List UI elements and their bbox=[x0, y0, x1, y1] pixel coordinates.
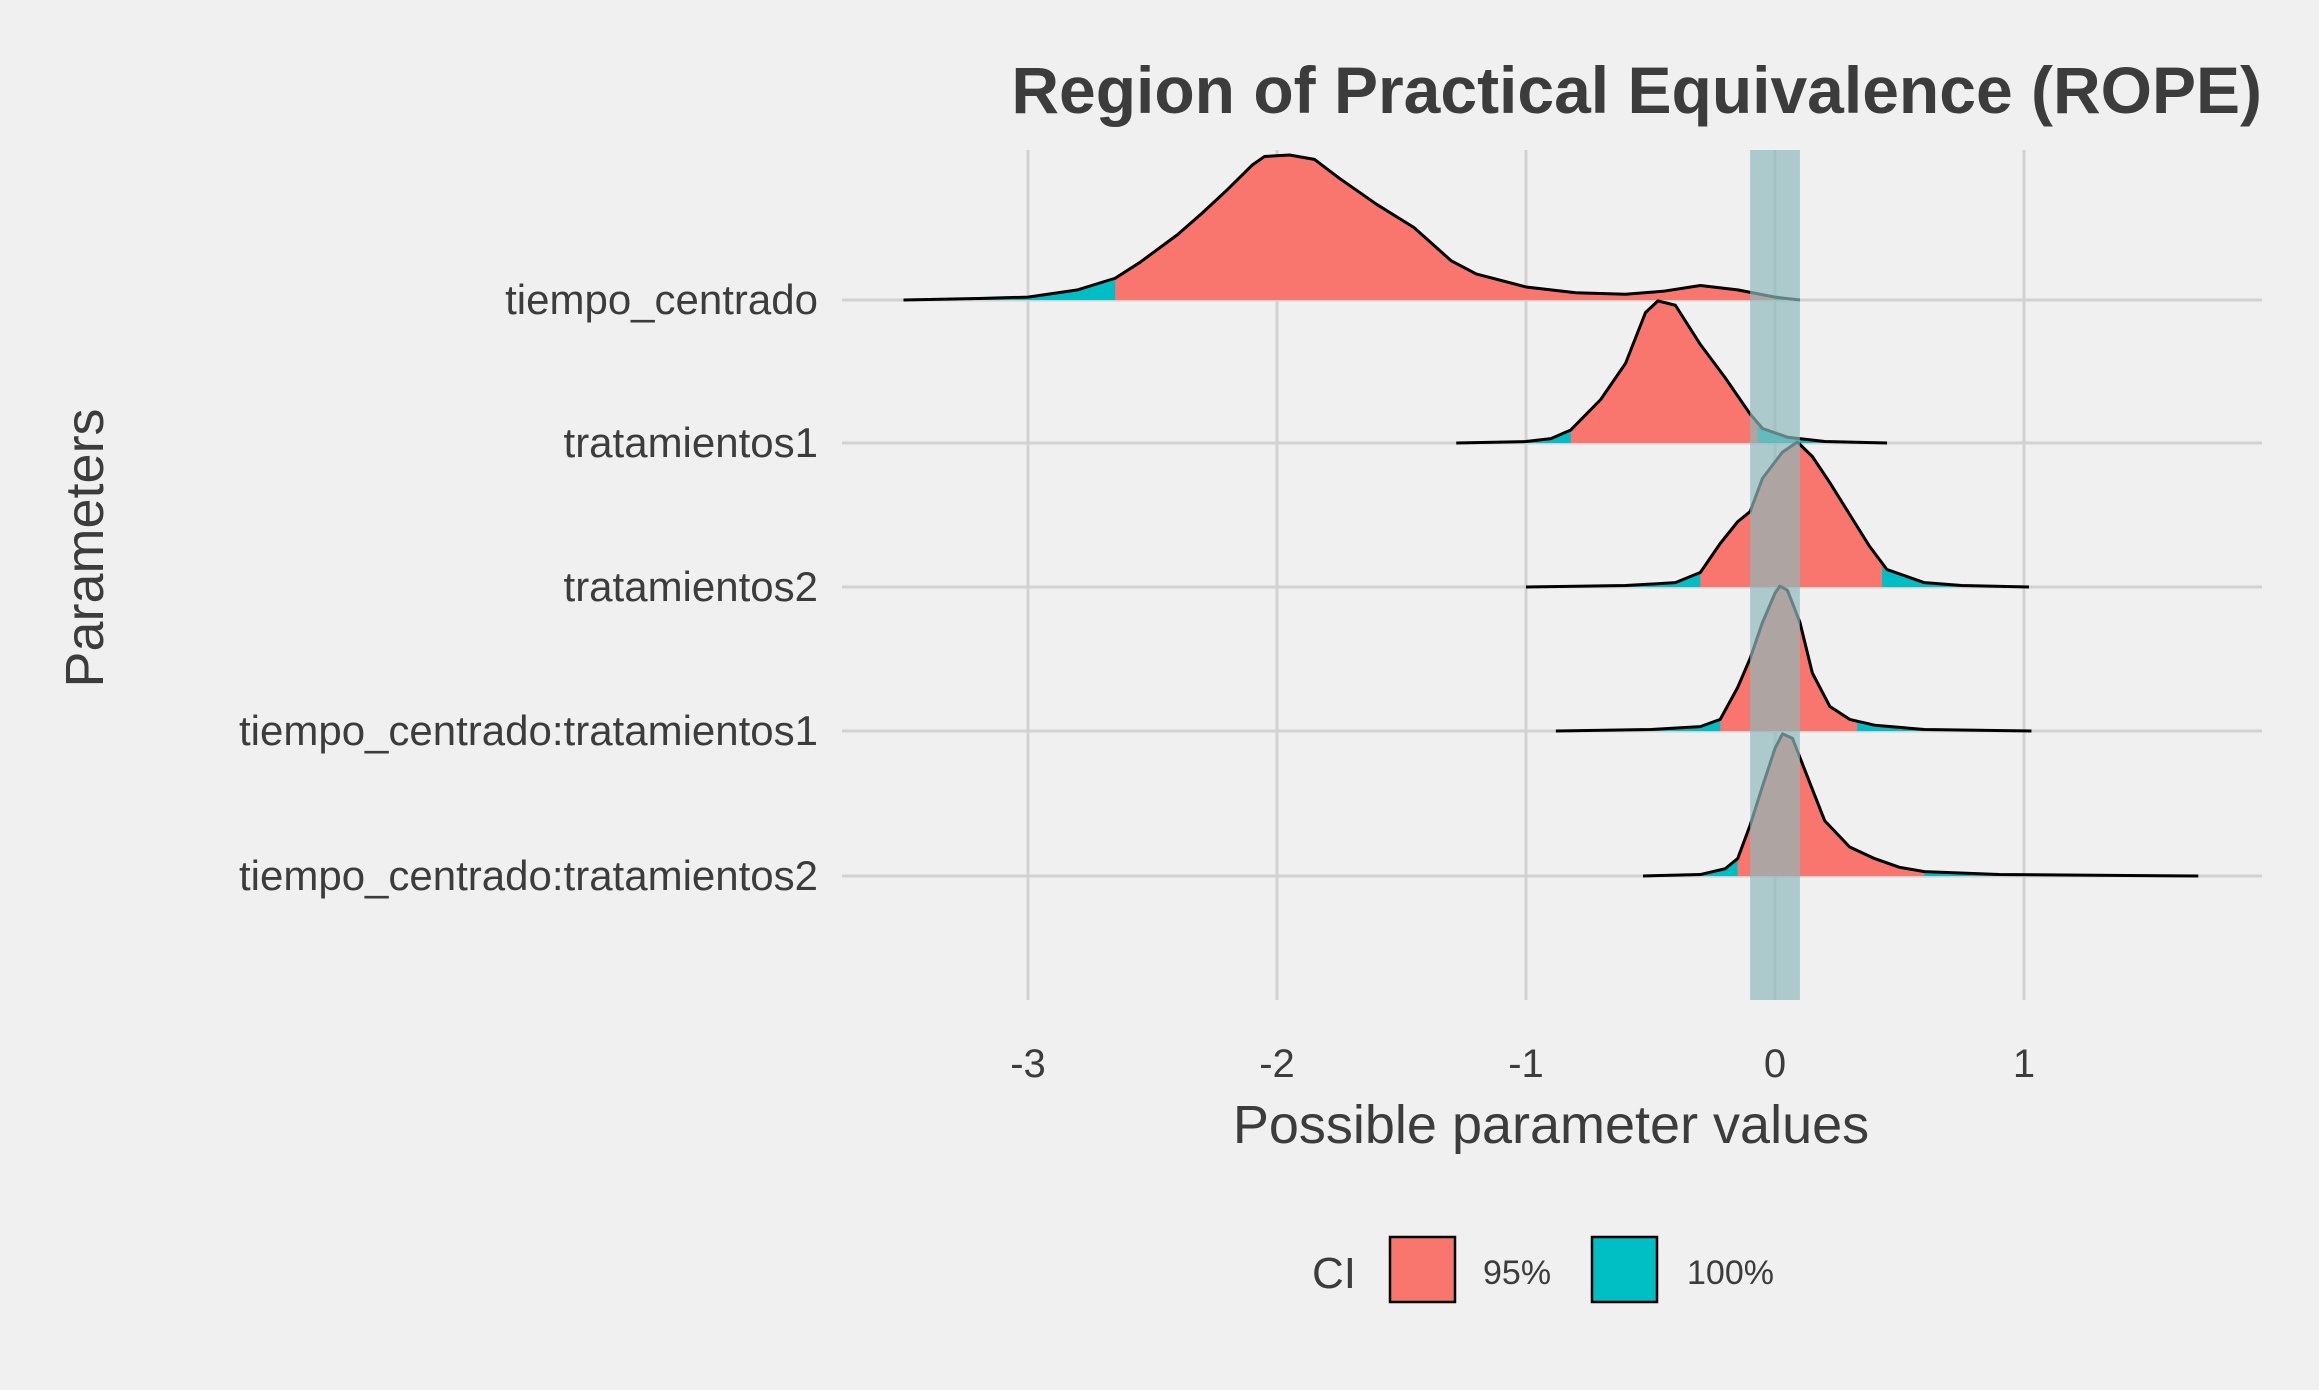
density-tiempo-centrado bbox=[903, 153, 1801, 302]
y-axis-title: Parameters bbox=[55, 408, 115, 687]
y-tick-label: tiempo_centrado bbox=[505, 276, 818, 323]
x-tick-label: -3 bbox=[1010, 1042, 1046, 1086]
y-tick-label: tratamientos2 bbox=[564, 563, 818, 610]
x-axis-title: Possible parameter values bbox=[1233, 1095, 1869, 1155]
density-outline bbox=[903, 153, 1801, 302]
rope-band bbox=[1750, 150, 1800, 1000]
ci95-area bbox=[1115, 155, 1775, 300]
x-tick-label: 1 bbox=[2013, 1042, 2035, 1086]
y-tick-label: tiempo_centrado:tratamientos2 bbox=[239, 852, 818, 899]
x-tick-label: -2 bbox=[1259, 1042, 1295, 1086]
x-tick-label: 0 bbox=[1764, 1042, 1786, 1086]
y-tick-labels: tiempo_centrado tratamientos1 tratamientos… bbox=[239, 276, 818, 899]
legend-swatch-100 bbox=[1590, 1235, 1659, 1304]
legend: CI 95% 100% bbox=[1312, 1235, 1774, 1304]
y-tick-label: tratamientos1 bbox=[564, 419, 818, 466]
legend-label-100: 100% bbox=[1687, 1254, 1774, 1292]
legend-title: CI bbox=[1312, 1249, 1356, 1298]
ci95-area bbox=[1570, 300, 1758, 443]
x-tick-label: -1 bbox=[1508, 1042, 1544, 1086]
x-tick-labels: -3 -2 -1 0 1 bbox=[1010, 1042, 2035, 1086]
chart-title: Region of Practical Equivalence (ROPE) bbox=[1011, 53, 2262, 127]
y-tick-label: tiempo_centrado:tratamientos1 bbox=[239, 707, 818, 754]
rope-layer bbox=[1750, 150, 1800, 1000]
legend-label-95: 95% bbox=[1483, 1254, 1551, 1292]
legend-swatch-95 bbox=[1388, 1235, 1457, 1304]
